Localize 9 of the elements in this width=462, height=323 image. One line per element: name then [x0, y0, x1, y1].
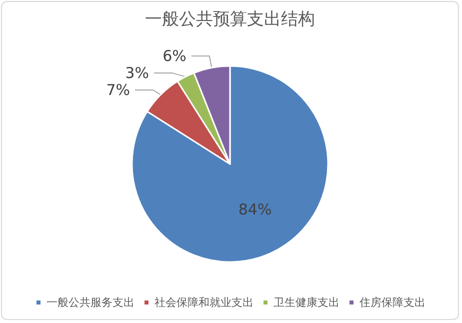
data-label: 3%: [125, 64, 149, 82]
legend-label: 卫生健康支出: [274, 296, 340, 309]
data-label: 7%: [106, 80, 130, 99]
legend-label: 住房保障支出: [360, 296, 426, 309]
data-label: 84%: [238, 200, 272, 219]
legend-label: 一般公共服务支出: [46, 296, 134, 309]
legend-label: 社会保障和就业支出: [154, 296, 254, 309]
chart-title: 一般公共预算支出结构: [145, 10, 315, 30]
data-label: 6%: [162, 46, 186, 65]
